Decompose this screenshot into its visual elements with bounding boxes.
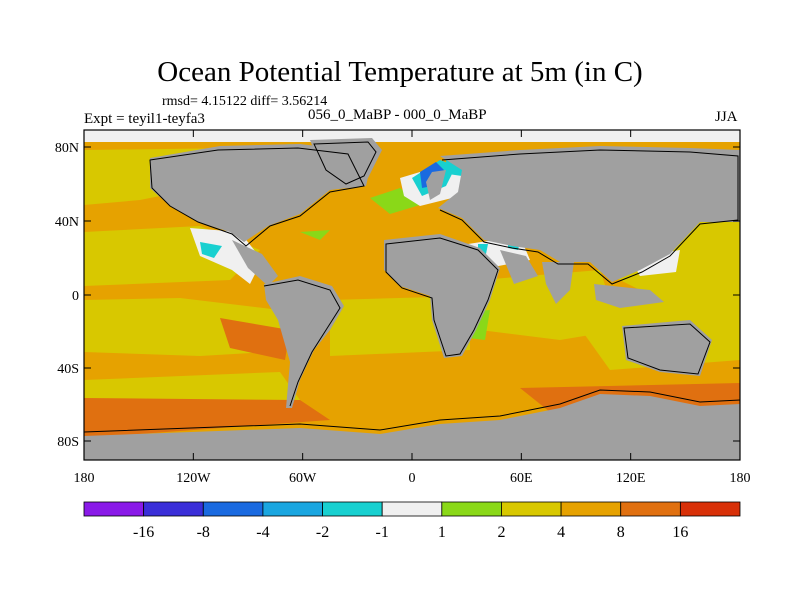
colorbar-swatch xyxy=(381,501,443,517)
y-axis-ticks xyxy=(84,146,740,442)
x-tick-label: 0 xyxy=(409,471,416,486)
x-tick-label: 60E xyxy=(510,471,533,486)
colorbar-label: 16 xyxy=(672,524,688,541)
land-mask xyxy=(84,138,740,460)
colorbar-swatch xyxy=(560,501,622,517)
colorbar-swatch xyxy=(441,501,502,517)
colorbar-swatch xyxy=(202,501,264,517)
colorbar-swatch xyxy=(262,501,323,517)
y-tick-label: 80S xyxy=(57,435,79,450)
y-tick-label: 0 xyxy=(72,289,79,304)
experiment-label: Expt = teyil1-teyfa3 xyxy=(84,111,205,127)
colorbar-label: 2 xyxy=(497,524,505,541)
colorbar-swatch xyxy=(501,501,562,517)
colorbar-label: -2 xyxy=(316,524,329,541)
plot-title: Ocean Potential Temperature at 5m (in C) xyxy=(157,56,643,88)
colorbar-label: 8 xyxy=(617,524,625,541)
x-axis-labels: 180 120W 60W 0 60E 120E 180 xyxy=(74,471,751,486)
colorbar-swatch xyxy=(322,501,383,517)
colorbar-swatch xyxy=(620,501,681,517)
map-field xyxy=(84,130,740,460)
y-tick-label: 80N xyxy=(55,141,79,156)
x-tick-label: 180 xyxy=(730,471,751,486)
colorbar-labels: -16 -8 -4 -2 -1 1 2 4 8 16 xyxy=(133,524,688,541)
colorbar xyxy=(83,501,741,517)
comparison-label: 056_0_MaBP - 000_0_MaBP xyxy=(308,107,487,123)
colorbar-label: -1 xyxy=(376,524,389,541)
x-tick-label: 60W xyxy=(289,471,317,486)
y-tick-label: 40S xyxy=(57,362,79,377)
colorbar-label: -4 xyxy=(256,524,269,541)
season-label: JJA xyxy=(715,109,738,125)
colorbar-swatch xyxy=(679,501,741,517)
x-axis-ticks xyxy=(83,130,741,460)
y-axis-labels: 80N 40N 0 40S 80S xyxy=(55,141,79,450)
colorbar-swatch xyxy=(143,501,204,517)
colorbar-label: 1 xyxy=(438,524,446,541)
colorbar-label: 4 xyxy=(557,524,565,541)
coastline-outlines xyxy=(84,141,740,433)
x-tick-label: 120E xyxy=(616,471,646,486)
y-tick-label: 40N xyxy=(55,215,79,230)
x-tick-label: 180 xyxy=(74,471,95,486)
rmsd-diff-stats: rmsd= 4.15122 diff= 3.56214 xyxy=(162,94,328,109)
colorbar-label: -8 xyxy=(197,524,210,541)
colorbar-label: -16 xyxy=(133,524,154,541)
x-tick-label: 120W xyxy=(176,471,211,486)
colorbar-swatch xyxy=(83,501,145,517)
